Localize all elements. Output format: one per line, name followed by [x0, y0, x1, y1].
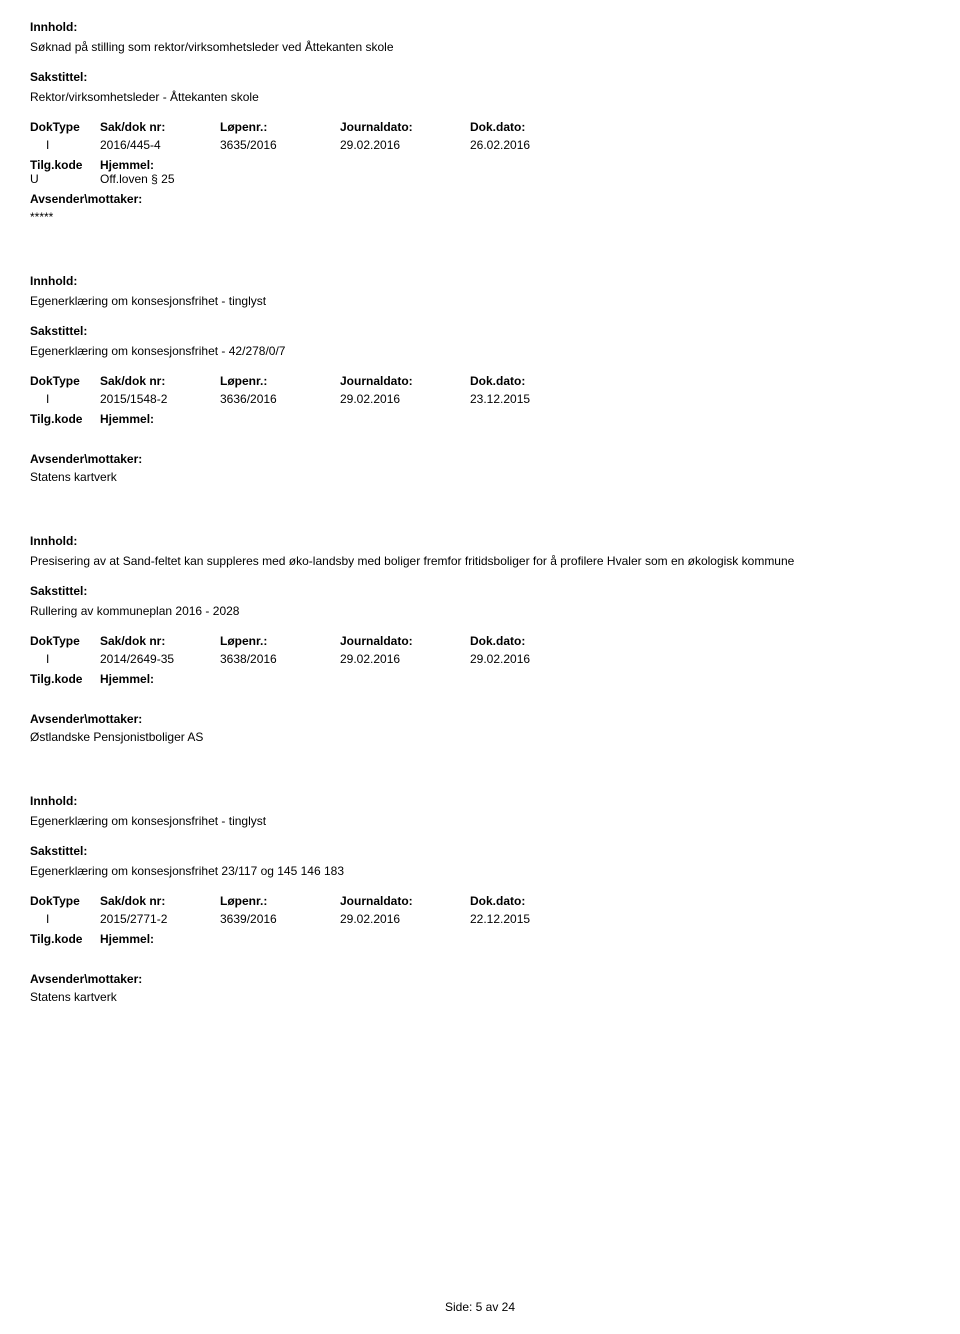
lopenr-header: Løpenr.: [220, 374, 340, 388]
avsender-value: ***** [30, 210, 930, 224]
innhold-label: Innhold: [30, 274, 930, 288]
sakdok-value: 2014/2649-35 [100, 652, 220, 666]
lopenr-value: 3638/2016 [220, 652, 340, 666]
sakstittel-label: Sakstittel: [30, 324, 930, 338]
sakstittel-label: Sakstittel: [30, 584, 930, 598]
lopenr-value: 3635/2016 [220, 138, 340, 152]
innhold-value: Egenerklæring om konsesjonsfrihet - ting… [30, 814, 930, 828]
innhold-value: Presisering av at Sand-feltet kan supple… [30, 554, 930, 568]
doktype-header: DokType [30, 374, 100, 388]
tilgkode-row: Tilg.kode Hjemmel: [30, 412, 930, 426]
avsender-value: Statens kartverk [30, 470, 930, 484]
dokdato-value: 22.12.2015 [470, 912, 590, 926]
innhold-label: Innhold: [30, 794, 930, 808]
sakdok-value: 2016/445-4 [100, 138, 220, 152]
sakdok-header: Sak/dok nr: [100, 894, 220, 908]
lopenr-value: 3639/2016 [220, 912, 340, 926]
doktype-header: DokType [30, 120, 100, 134]
doktype-value: I [30, 652, 100, 666]
tilgkode-row: Tilg.kode Hjemmel: [30, 672, 930, 686]
table-data-row: I 2014/2649-35 3638/2016 29.02.2016 29.0… [30, 652, 930, 666]
avsender-value: Statens kartverk [30, 990, 930, 1004]
sakstittel-value: Rektor/virksomhetsleder - Åttekanten sko… [30, 90, 930, 104]
sakstittel-value: Egenerklæring om konsesjonsfrihet 23/117… [30, 864, 930, 878]
tilgkode-label: Tilg.kode [30, 672, 100, 686]
doktype-value: I [30, 912, 100, 926]
dokdato-header: Dok.dato: [470, 894, 590, 908]
page-footer: Side: 5 av 24 [445, 1300, 515, 1314]
tilgkode-label: Tilg.kode [30, 412, 100, 426]
sakdok-value: 2015/1548-2 [100, 392, 220, 406]
innhold-label: Innhold: [30, 20, 930, 34]
table-header-row: DokType Sak/dok nr: Løpenr.: Journaldato… [30, 634, 930, 648]
tilgkode-data-row: U Off.loven § 25 [30, 172, 930, 186]
table-header-row: DokType Sak/dok nr: Løpenr.: Journaldato… [30, 374, 930, 388]
lopenr-header: Løpenr.: [220, 894, 340, 908]
dokdato-value: 26.02.2016 [470, 138, 590, 152]
doktype-value: I [30, 138, 100, 152]
dokdato-value: 23.12.2015 [470, 392, 590, 406]
journal-entry: Innhold: Egenerklæring om konsesjonsfrih… [30, 274, 930, 484]
dokdato-header: Dok.dato: [470, 634, 590, 648]
lopenr-header: Løpenr.: [220, 120, 340, 134]
tilgkode-row: Tilg.kode Hjemmel: [30, 932, 930, 946]
avsender-label: Avsender\mottaker: [30, 452, 930, 466]
innhold-value: Søknad på stilling som rektor/virksomhet… [30, 40, 930, 54]
tilgkode-row: Tilg.kode Hjemmel: [30, 158, 930, 172]
sakstittel-label: Sakstittel: [30, 70, 930, 84]
avsender-label: Avsender\mottaker: [30, 972, 930, 986]
avsender-label: Avsender\mottaker: [30, 712, 930, 726]
hjemmel-label: Hjemmel: [100, 932, 154, 946]
hjemmel-label: Hjemmel: [100, 158, 154, 172]
hjemmel-label: Hjemmel: [100, 672, 154, 686]
lopenr-header: Løpenr.: [220, 634, 340, 648]
tilgkode-label: Tilg.kode [30, 158, 100, 172]
journaldato-value: 29.02.2016 [340, 912, 470, 926]
journaldato-value: 29.02.2016 [340, 138, 470, 152]
tilgkode-label: Tilg.kode [30, 932, 100, 946]
journaldato-header: Journaldato: [340, 374, 470, 388]
table-header-row: DokType Sak/dok nr: Løpenr.: Journaldato… [30, 120, 930, 134]
doktype-header: DokType [30, 894, 100, 908]
sakdok-header: Sak/dok nr: [100, 374, 220, 388]
table-data-row: I 2016/445-4 3635/2016 29.02.2016 26.02.… [30, 138, 930, 152]
sakstittel-value: Rullering av kommuneplan 2016 - 2028 [30, 604, 930, 618]
journaldato-header: Journaldato: [340, 634, 470, 648]
journaldato-value: 29.02.2016 [340, 652, 470, 666]
dokdato-value: 29.02.2016 [470, 652, 590, 666]
journal-entry: Innhold: Egenerklæring om konsesjonsfrih… [30, 794, 930, 1004]
table-data-row: I 2015/2771-2 3639/2016 29.02.2016 22.12… [30, 912, 930, 926]
document-content: Innhold: Søknad på stilling som rektor/v… [30, 20, 930, 1004]
journal-entry: Innhold: Søknad på stilling som rektor/v… [30, 20, 930, 224]
sakdok-value: 2015/2771-2 [100, 912, 220, 926]
journal-entry: Innhold: Presisering av at Sand-feltet k… [30, 534, 930, 744]
avsender-value: Østlandske Pensjonistboliger AS [30, 730, 930, 744]
table-header-row: DokType Sak/dok nr: Løpenr.: Journaldato… [30, 894, 930, 908]
dokdato-header: Dok.dato: [470, 120, 590, 134]
journaldato-value: 29.02.2016 [340, 392, 470, 406]
avsender-label: Avsender\mottaker: [30, 192, 930, 206]
innhold-label: Innhold: [30, 534, 930, 548]
hjemmel-label: Hjemmel: [100, 412, 154, 426]
journaldato-header: Journaldato: [340, 120, 470, 134]
lopenr-value: 3636/2016 [220, 392, 340, 406]
sakstittel-label: Sakstittel: [30, 844, 930, 858]
doktype-value: I [30, 392, 100, 406]
tilgkode-value: U [30, 172, 100, 186]
sakdok-header: Sak/dok nr: [100, 634, 220, 648]
sakdok-header: Sak/dok nr: [100, 120, 220, 134]
hjemmel-value: Off.loven § 25 [100, 172, 175, 186]
doktype-header: DokType [30, 634, 100, 648]
sakstittel-value: Egenerklæring om konsesjonsfrihet - 42/2… [30, 344, 930, 358]
journaldato-header: Journaldato: [340, 894, 470, 908]
innhold-value: Egenerklæring om konsesjonsfrihet - ting… [30, 294, 930, 308]
table-data-row: I 2015/1548-2 3636/2016 29.02.2016 23.12… [30, 392, 930, 406]
dokdato-header: Dok.dato: [470, 374, 590, 388]
